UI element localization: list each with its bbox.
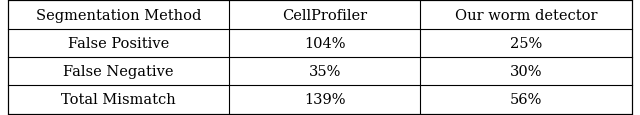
Text: 35%: 35%: [308, 65, 341, 78]
Text: CellProfiler: CellProfiler: [282, 9, 367, 22]
Text: Total Mismatch: Total Mismatch: [61, 93, 176, 106]
Text: 139%: 139%: [304, 93, 346, 106]
Text: 104%: 104%: [304, 37, 346, 50]
Text: 30%: 30%: [510, 65, 542, 78]
Text: 25%: 25%: [510, 37, 542, 50]
Text: False Negative: False Negative: [63, 65, 174, 78]
Text: False Positive: False Positive: [68, 37, 169, 50]
Text: Our worm detector: Our worm detector: [455, 9, 597, 22]
Text: Segmentation Method: Segmentation Method: [36, 9, 201, 22]
Text: 56%: 56%: [510, 93, 542, 106]
